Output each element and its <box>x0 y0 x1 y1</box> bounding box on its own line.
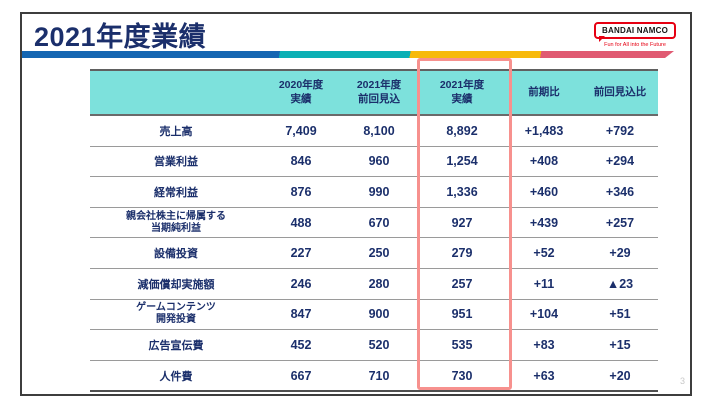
cell-fy2021-forecast: 8,100 <box>340 115 418 147</box>
cell-vs-forecast: +15 <box>582 329 658 361</box>
logo-tagline: Fun for All into the Future <box>604 42 666 48</box>
cell-vs-forecast: +294 <box>582 146 658 178</box>
table-row-personnel: 人件費 667 710 730 +63 +20 <box>90 360 658 393</box>
cell-fy2021-forecast: 280 <box>340 268 418 300</box>
table-row-net-sales: 売上高 7,409 8,100 8,892 +1,483 +792 <box>90 115 658 147</box>
cell-fy2021-forecast: 250 <box>340 237 418 269</box>
cell-fy2021-forecast: 710 <box>340 360 418 393</box>
table-row-game-content-investment: ゲームコンテンツ 開発投資 847 900 951 +104 +51 <box>90 299 658 331</box>
page-title: 2021年度業績 <box>34 22 207 52</box>
column-header-vs-forecast: 前回見込比 <box>582 69 658 116</box>
cell-fy2021-actual: 951 <box>418 299 506 331</box>
row-label: ゲームコンテンツ 開発投資 <box>90 299 262 331</box>
table-row-net-income: 親会社株主に帰属する 当期純利益 488 670 927 +439 +257 <box>90 207 658 239</box>
row-label: 人件費 <box>90 360 262 393</box>
cell-yoy: +1,483 <box>506 115 582 147</box>
cell-fy2020: 452 <box>262 329 340 361</box>
cell-vs-forecast: +51 <box>582 299 658 331</box>
cell-fy2020: 847 <box>262 299 340 331</box>
table-row-operating-profit: 営業利益 846 960 1,254 +408 +294 <box>90 146 658 178</box>
cell-fy2021-forecast: 900 <box>340 299 418 331</box>
cell-fy2020: 7,409 <box>262 115 340 147</box>
cell-fy2021-actual: 1,254 <box>418 146 506 178</box>
accent-stripe <box>22 51 674 58</box>
page-number: 3 <box>679 376 685 386</box>
financial-results-table: 2020年度 実績 2021年度 前回見込 2021年度 実績 前期比 前回見込… <box>90 69 658 393</box>
cell-fy2021-actual: 1,336 <box>418 176 506 208</box>
cell-fy2021-actual: 279 <box>418 237 506 269</box>
cell-yoy: +408 <box>506 146 582 178</box>
column-header-fy2021-forecast: 2021年度 前回見込 <box>340 69 418 116</box>
cell-fy2021-actual: 535 <box>418 329 506 361</box>
cell-fy2020: 876 <box>262 176 340 208</box>
cell-fy2020: 667 <box>262 360 340 393</box>
cell-vs-forecast: ▲23 <box>582 268 658 300</box>
row-label: 広告宣伝費 <box>90 329 262 361</box>
table-row-advertising: 広告宣伝費 452 520 535 +83 +15 <box>90 329 658 361</box>
cell-yoy: +460 <box>506 176 582 208</box>
cell-yoy: +104 <box>506 299 582 331</box>
cell-fy2021-actual: 257 <box>418 268 506 300</box>
cell-fy2020: 488 <box>262 207 340 239</box>
cell-vs-forecast: +257 <box>582 207 658 239</box>
cell-fy2020: 246 <box>262 268 340 300</box>
cell-fy2021-actual: 730 <box>418 360 506 393</box>
cell-fy2021-actual: 8,892 <box>418 115 506 147</box>
cell-fy2021-forecast: 960 <box>340 146 418 178</box>
cell-yoy: +52 <box>506 237 582 269</box>
table-header-row: 2020年度 実績 2021年度 前回見込 2021年度 実績 前期比 前回見込… <box>90 69 658 116</box>
bandai-namco-logo: BANDAI NAMCO Fun for All into the Future <box>594 20 676 48</box>
column-header-fy2020-actual: 2020年度 実績 <box>262 69 340 116</box>
table-row-recurring-profit: 経常利益 876 990 1,336 +460 +346 <box>90 176 658 208</box>
cell-fy2021-forecast: 670 <box>340 207 418 239</box>
row-label: 親会社株主に帰属する 当期純利益 <box>90 207 262 239</box>
cell-fy2021-forecast: 520 <box>340 329 418 361</box>
logo-speech-bubble-icon: BANDAI NAMCO <box>594 22 676 42</box>
cell-fy2021-actual: 927 <box>418 207 506 239</box>
table-row-depreciation: 減価償却実施額 246 280 257 +11 ▲23 <box>90 268 658 300</box>
column-header-yoy: 前期比 <box>506 69 582 116</box>
cell-vs-forecast: +29 <box>582 237 658 269</box>
row-label: 減価償却実施額 <box>90 268 262 300</box>
cell-vs-forecast: +792 <box>582 115 658 147</box>
table-row-capex: 設備投資 227 250 279 +52 +29 <box>90 237 658 269</box>
cell-yoy: +439 <box>506 207 582 239</box>
cell-yoy: +83 <box>506 329 582 361</box>
cell-yoy: +11 <box>506 268 582 300</box>
column-header-label <box>90 69 262 116</box>
slide: 2021年度業績 BANDAI NAMCO Fun for All into t… <box>20 12 692 396</box>
row-label: 売上高 <box>90 115 262 147</box>
row-label: 設備投資 <box>90 237 262 269</box>
row-label: 経常利益 <box>90 176 262 208</box>
cell-fy2020: 846 <box>262 146 340 178</box>
cell-yoy: +63 <box>506 360 582 393</box>
cell-fy2021-forecast: 990 <box>340 176 418 208</box>
cell-vs-forecast: +346 <box>582 176 658 208</box>
cell-vs-forecast: +20 <box>582 360 658 393</box>
row-label: 営業利益 <box>90 146 262 178</box>
column-header-fy2021-actual: 2021年度 実績 <box>418 69 506 116</box>
cell-fy2020: 227 <box>262 237 340 269</box>
